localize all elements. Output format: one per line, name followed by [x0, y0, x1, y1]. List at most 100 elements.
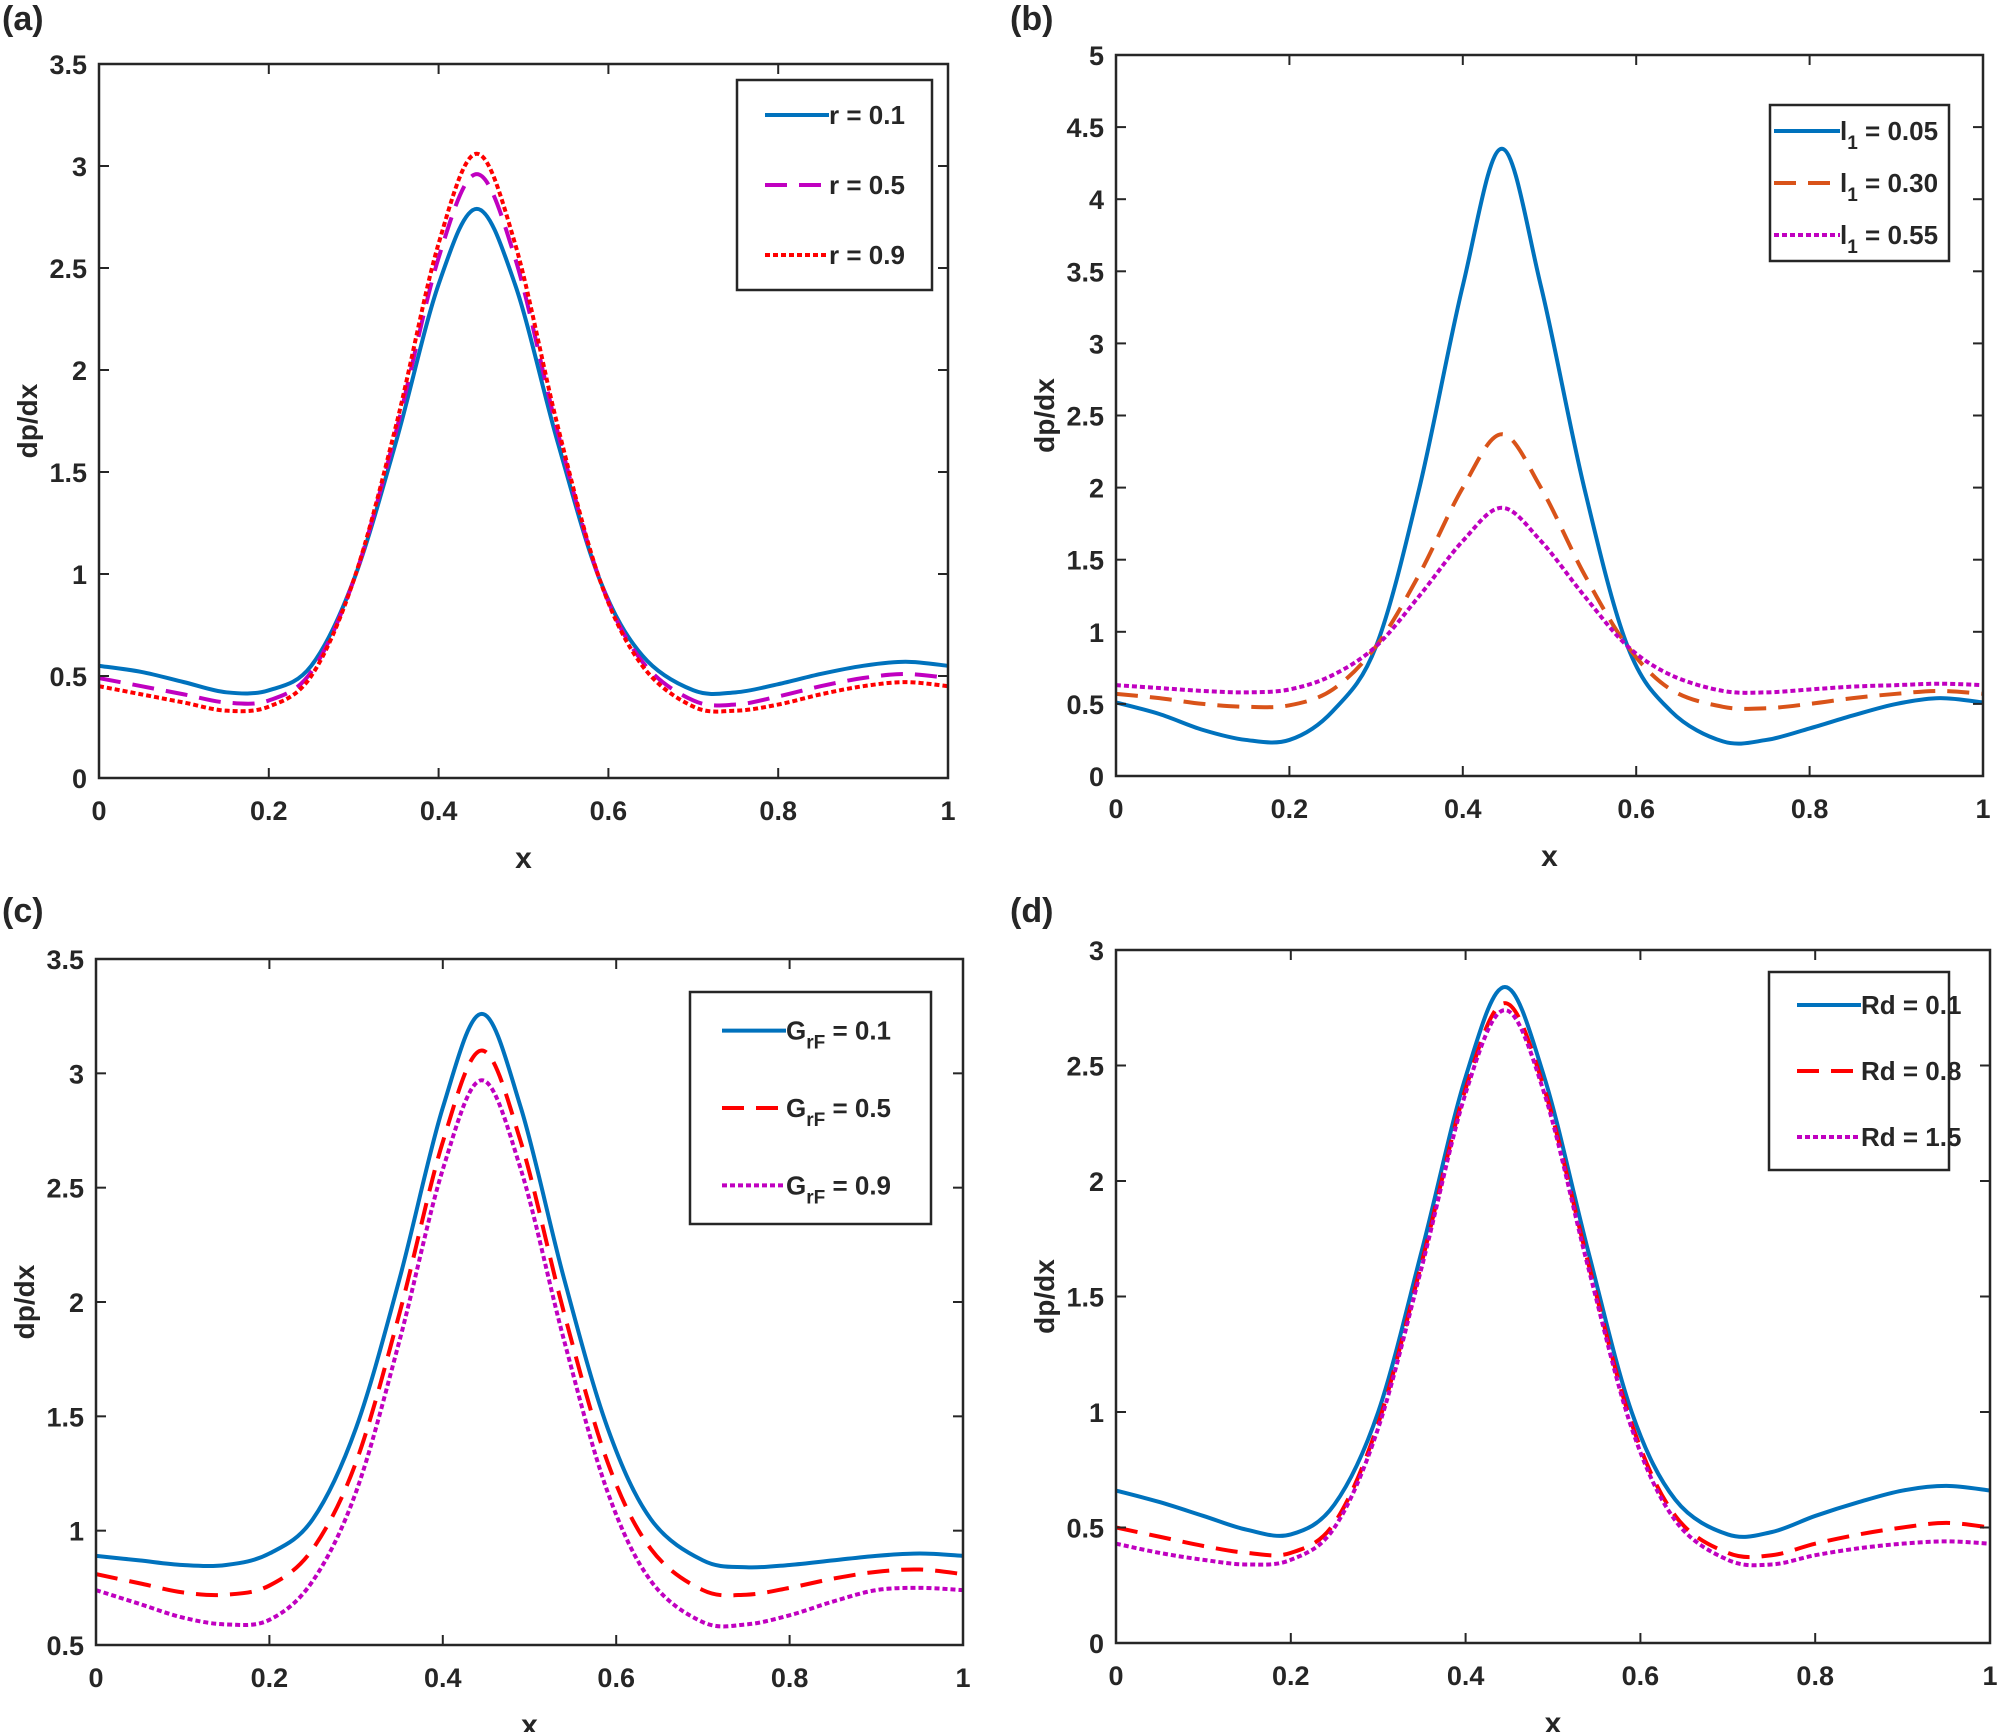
legend-label-value: = 0.1 — [839, 100, 905, 130]
y-tick-label: 3.5 — [46, 945, 84, 975]
legend: GrF = 0.1 GrF = 0.5 GrF = 0.9 — [688, 990, 933, 1226]
legend-label: l1 = 0.30 — [1840, 168, 1938, 206]
x-tick-label: 0.2 — [1271, 794, 1309, 824]
legend: Rd = 0.1Rd = 0.8Rd = 1.5 — [1767, 970, 1961, 1172]
legend-label-base: G — [786, 1170, 806, 1200]
legend-label: GrF = 0.9 — [786, 1170, 891, 1208]
y-tick-label: 2.5 — [1066, 402, 1104, 432]
y-tick-label: 2.5 — [1066, 1052, 1104, 1082]
x-tick-label: 0 — [1108, 1661, 1123, 1691]
legend-item: r = 0.9 — [765, 240, 905, 270]
legend-item: r = 0.5 — [765, 170, 905, 200]
chart-panel-a: (a) 0 0.2 0.4 0.6 0.8 1 0 0.5 1 1.5 2 2.5 3 3.5 x dp/dx r… — [2, 0, 956, 875]
legend-item: r = 0.1 — [765, 100, 905, 130]
legend-item: l1 = 0.30 — [1774, 168, 1938, 206]
legend-label-base: r — [829, 100, 839, 130]
legend-label-subscript: 1 — [1847, 185, 1858, 206]
legend-label-base: Rd — [1861, 1122, 1896, 1152]
x-tick-label: 0.6 — [1617, 794, 1655, 824]
x-tick-label: 0.4 — [1444, 794, 1482, 824]
x-tick-label: 0.2 — [1272, 1661, 1310, 1691]
legend-label-base: l — [1840, 116, 1847, 146]
series-line-3 — [96, 1078, 963, 1629]
panel-label: (b) — [1010, 0, 1053, 38]
x-tick-label: 0.2 — [250, 796, 288, 826]
legend-item: Rd = 1.5 — [1797, 1122, 1961, 1152]
legend-label-value: = 0.1 — [1896, 990, 1962, 1020]
y-axis-label: dp/dx — [1029, 1259, 1060, 1334]
y-tick-label: 1 — [69, 1517, 84, 1547]
series-line-3 — [1116, 505, 1983, 695]
series-line-1 — [96, 1011, 963, 1570]
legend-label-value: = 0.55 — [1858, 220, 1938, 250]
legend-item: l1 = 0.05 — [1774, 116, 1938, 154]
legend-label: r = 0.9 — [829, 240, 905, 270]
chart-panel-d: (d) 0 0.2 0.4 0.6 0.8 1 0 0.5 1 1.5 2 2.5 3 x dp/dx Rd =… — [1010, 892, 1998, 1732]
y-tick-label: 2 — [69, 1288, 84, 1318]
x-tick-label: 0.6 — [590, 796, 628, 826]
series-line-1 — [99, 206, 948, 696]
chart-panel-b: (b) 0 0.2 0.4 0.6 0.8 1 0 0.5 1 1.5 2 2.5 3 3.5 4 4.5 5 x d… — [1010, 0, 1991, 873]
y-axis-label: dp/dx — [12, 383, 43, 458]
legend-label-base: G — [786, 1016, 806, 1046]
x-tick-label: 0.4 — [424, 1663, 462, 1693]
legend-label: l1 = 0.55 — [1840, 220, 1938, 258]
legend-label-value: = 0.05 — [1858, 116, 1938, 146]
y-tick-label: 3.5 — [49, 50, 87, 80]
x-tick-label: 0.8 — [771, 1663, 809, 1693]
x-tick-label: 0.4 — [1447, 1661, 1485, 1691]
x-tick-label: 0.8 — [759, 796, 797, 826]
y-tick-label: 2.5 — [49, 254, 87, 284]
y-tick-label: 1.5 — [1066, 546, 1104, 576]
y-tick-label: 1.5 — [49, 458, 87, 488]
legend-label-base: l — [1840, 168, 1847, 198]
y-tick-label: 1.5 — [1066, 1283, 1104, 1313]
series-line-2 — [1116, 432, 1983, 711]
legend-item: GrF = 0.5 — [722, 1093, 891, 1131]
legend-label: Rd = 0.1 — [1861, 990, 1961, 1020]
x-tick-label: 1 — [1975, 794, 1990, 824]
y-tick-label: 5 — [1089, 41, 1104, 71]
x-axis-label: x — [515, 842, 532, 875]
x-tick-label: 0.4 — [420, 796, 458, 826]
legend-label: GrF = 0.5 — [786, 1093, 891, 1131]
series-line-2 — [99, 172, 948, 708]
legend-label-base: Rd — [1861, 1056, 1896, 1086]
legend-label-value: = 0.9 — [839, 240, 905, 270]
legend-label-base: l — [1840, 220, 1847, 250]
legend-label-value: = 0.30 — [1858, 168, 1938, 198]
y-axis-label: dp/dx — [9, 1264, 40, 1339]
y-tick-label: 2 — [1089, 1167, 1104, 1197]
x-tick-label: 0.6 — [1622, 1661, 1660, 1691]
series-line-3 — [1116, 1008, 1990, 1568]
legend-label-base: Rd — [1861, 990, 1896, 1020]
y-tick-label: 3 — [69, 1059, 84, 1089]
legend-label-subscript: rF — [806, 1033, 825, 1054]
legend-label-value: = 1.5 — [1896, 1122, 1962, 1152]
legend-label-base: r — [829, 170, 839, 200]
y-tick-label: 0.5 — [46, 1631, 84, 1661]
series-line-2 — [1116, 1001, 1990, 1560]
legend-label-subscript: 1 — [1847, 133, 1858, 154]
y-tick-label: 1.5 — [46, 1402, 84, 1432]
legend-label: l1 = 0.05 — [1840, 116, 1938, 154]
y-tick-label: 0.5 — [49, 662, 87, 692]
panel-label: (d) — [1010, 892, 1053, 930]
y-tick-label: 4 — [1089, 185, 1104, 215]
chart-panel-c: (c) 0 0.2 0.4 0.6 0.8 1 0.5 1 1.5 2 2.5 3 3.5 x dp/dx Gr… — [2, 892, 971, 1732]
legend-label-value: = 0.1 — [825, 1016, 891, 1046]
y-tick-label: 3 — [1089, 329, 1104, 359]
legend-label-subscript: rF — [806, 1110, 825, 1131]
legend-item: Rd = 0.1 — [1797, 990, 1961, 1020]
legend: r = 0.1r = 0.5r = 0.9 — [735, 78, 934, 292]
series-line-1 — [1116, 984, 1990, 1539]
y-tick-label: 4.5 — [1066, 113, 1104, 143]
axes-box — [97, 62, 950, 780]
y-tick-label: 2.5 — [46, 1174, 84, 1204]
legend-label-subscript: rF — [806, 1187, 825, 1208]
y-axis-label: dp/dx — [1029, 378, 1060, 453]
x-axis-label: x — [521, 1709, 538, 1732]
x-tick-label: 1 — [940, 796, 955, 826]
x-tick-label: 0.6 — [597, 1663, 635, 1693]
